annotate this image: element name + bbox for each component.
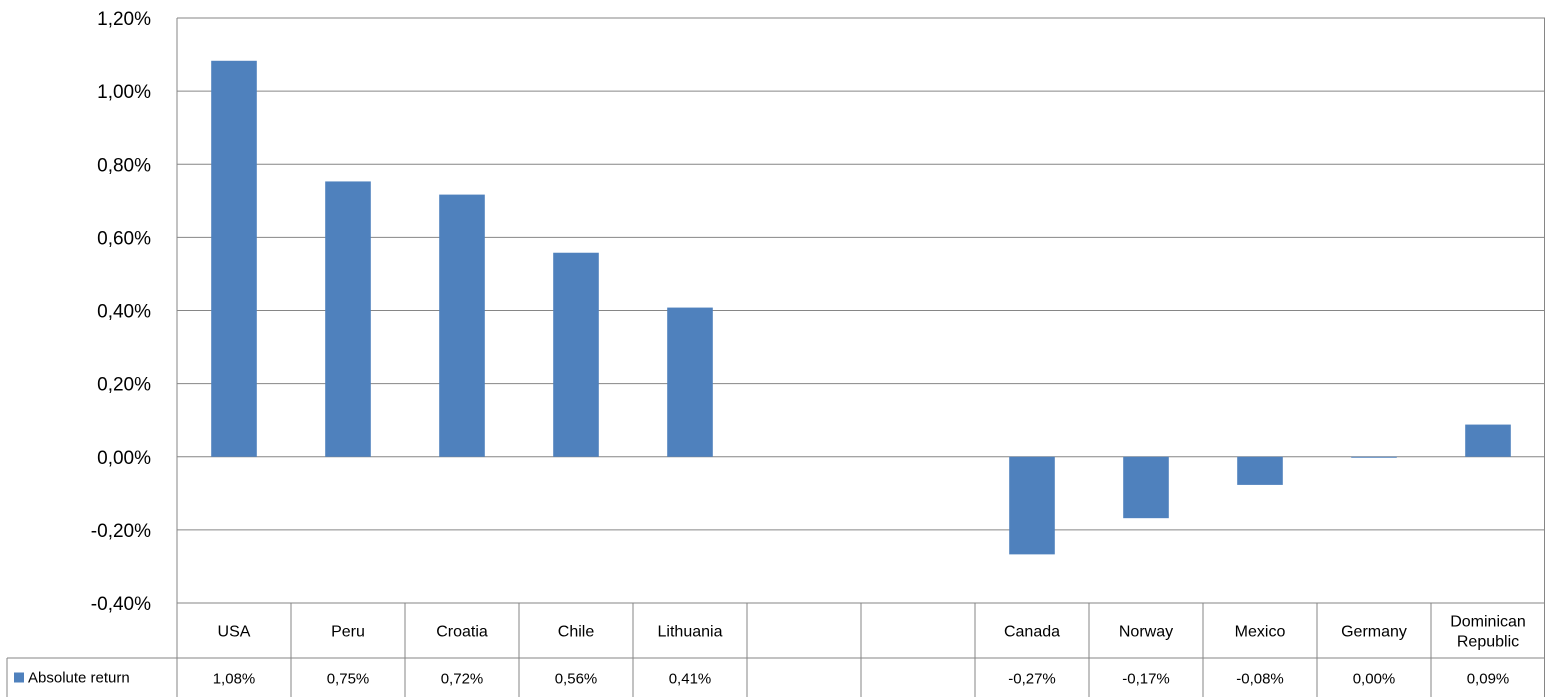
data-label: 0,72% [441, 671, 484, 688]
bar [439, 194, 485, 457]
y-tick-label: 0,00% [97, 448, 151, 469]
y-tick-label: 1,20% [97, 9, 151, 30]
data-label: -0,08% [1236, 671, 1284, 688]
category-label: Mexico [1235, 624, 1286, 641]
gridlines [176, 17, 1545, 697]
bar [211, 60, 257, 457]
bars [211, 60, 1511, 555]
category-label: Lithuania [658, 624, 723, 641]
legend-swatch [14, 672, 24, 683]
category-label: Croatia [436, 624, 488, 641]
category-label: Norway [1119, 624, 1173, 641]
data-label: -0,17% [1122, 671, 1170, 688]
category-label: Chile [558, 624, 595, 641]
y-tick-label: -0,40% [91, 594, 151, 615]
category-label: Germany [1341, 624, 1407, 641]
category-label: Dominican [1450, 614, 1526, 631]
data-label: 0,41% [669, 671, 712, 688]
category-label: Peru [331, 624, 365, 641]
bar [1465, 424, 1511, 457]
data-label: 0,09% [1467, 671, 1510, 688]
category-label: USA [218, 624, 251, 641]
bar [1009, 456, 1055, 555]
y-tick-label: -0,20% [91, 521, 151, 542]
bar [1351, 456, 1397, 458]
data-label: 0,00% [1353, 671, 1396, 688]
category-label: Republic [1457, 634, 1519, 651]
legend-label: Absolute return [28, 670, 130, 687]
y-axis-tick-labels: 1,20% 1,00% 0,80% 0,60% 0,40% 0,20% 0,00% -0,20… [91, 9, 151, 615]
bar [553, 252, 599, 457]
bar [325, 181, 371, 457]
y-tick-label: 0,80% [97, 155, 151, 176]
bar [1123, 456, 1169, 519]
bar [1237, 456, 1283, 485]
data-label: -0,27% [1008, 671, 1056, 688]
data-label: 1,08% [213, 671, 256, 688]
y-tick-label: 0,20% [97, 375, 151, 396]
category-label: Canada [1004, 624, 1060, 641]
y-tick-label: 0,40% [97, 302, 151, 323]
bar [667, 307, 713, 457]
data-label: 0,75% [327, 671, 370, 688]
y-tick-label: 0,60% [97, 228, 151, 249]
data-label: 0,56% [555, 671, 598, 688]
y-tick-label: 1,00% [97, 82, 151, 103]
